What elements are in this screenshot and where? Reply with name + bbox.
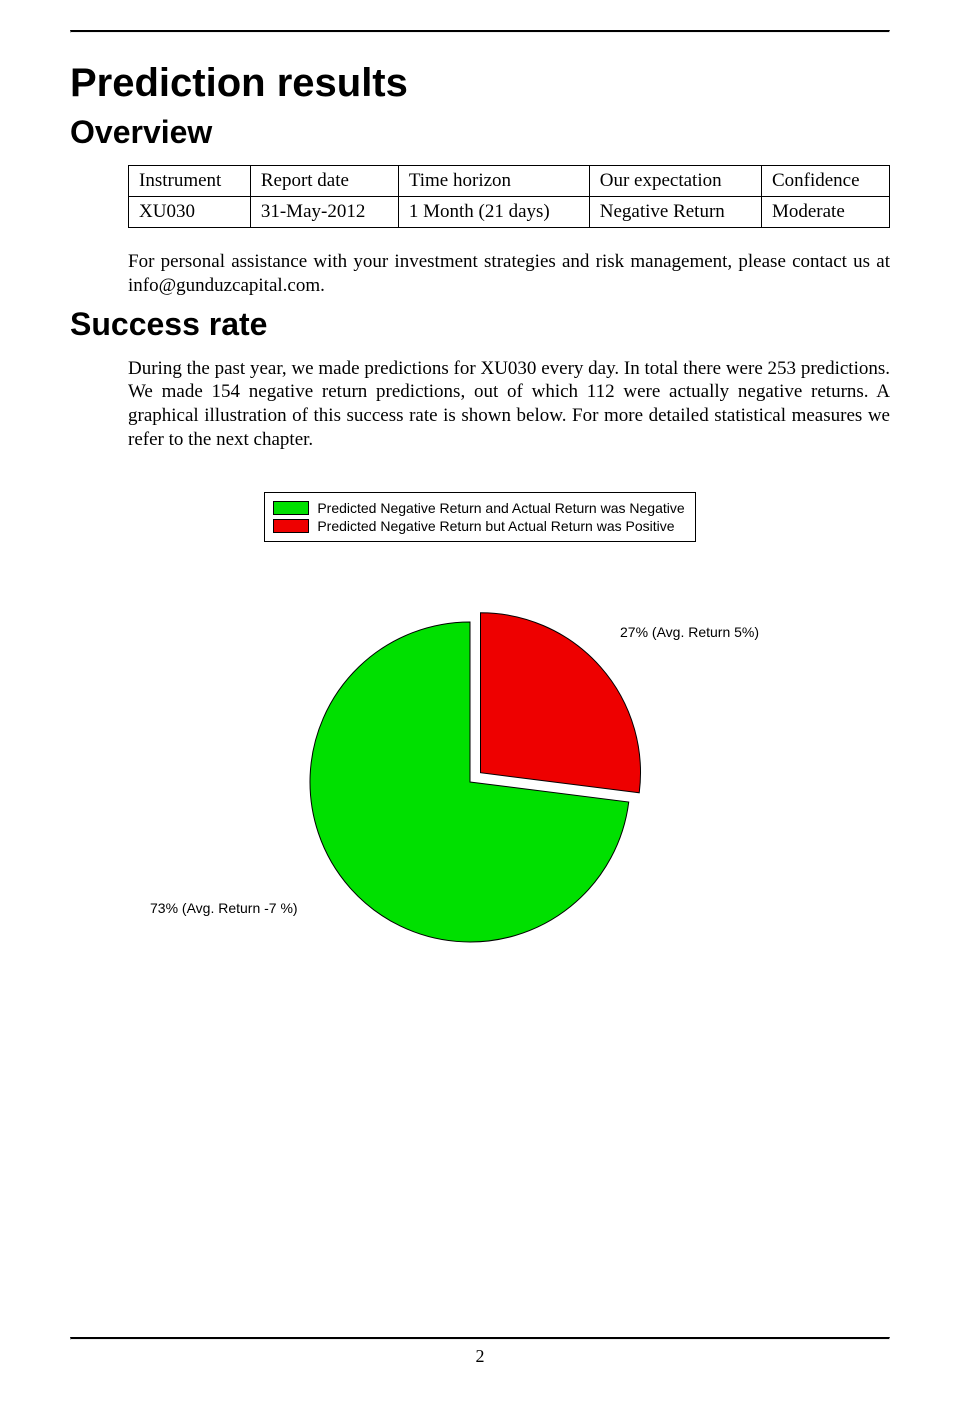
bottom-rule [70, 1337, 890, 1340]
pie-chart: 27% (Avg. Return 5%) 73% (Avg. Return -7… [180, 562, 780, 982]
legend-label: Predicted Negative Return but Actual Ret… [317, 518, 674, 534]
legend-swatch-red [273, 519, 309, 533]
pie-label-green: 73% (Avg. Return -7 %) [150, 900, 298, 916]
pie-svg [280, 592, 660, 972]
th-confidence: Confidence [761, 166, 889, 197]
pie-label-red: 27% (Avg. Return 5%) [620, 624, 759, 640]
page-title: Prediction results [70, 61, 890, 106]
page-number: 2 [70, 1346, 890, 1367]
td-horizon: 1 Month (21 days) [398, 197, 589, 228]
td-confidence: Moderate [761, 197, 889, 228]
td-expectation: Negative Return [589, 197, 761, 228]
chart-legend: Predicted Negative Return and Actual Ret… [264, 492, 695, 542]
table-header-row: Instrument Report date Time horizon Our … [129, 166, 890, 197]
section-success-rate: Success rate [70, 306, 890, 343]
legend-item: Predicted Negative Return but Actual Ret… [273, 517, 684, 535]
section-overview: Overview [70, 114, 890, 151]
success-paragraph: During the past year, we made prediction… [128, 357, 890, 452]
td-report-date: 31-May-2012 [250, 197, 398, 228]
top-rule [70, 30, 890, 33]
summary-table: Instrument Report date Time horizon Our … [128, 165, 890, 228]
th-horizon: Time horizon [398, 166, 589, 197]
th-expectation: Our expectation [589, 166, 761, 197]
th-instrument: Instrument [129, 166, 251, 197]
legend-label: Predicted Negative Return and Actual Ret… [317, 500, 684, 516]
contact-paragraph: For personal assistance with your invest… [128, 250, 890, 298]
legend-swatch-green [273, 501, 309, 515]
th-report-date: Report date [250, 166, 398, 197]
td-instrument: XU030 [129, 197, 251, 228]
legend-item: Predicted Negative Return and Actual Ret… [273, 499, 684, 517]
table-row: XU030 31-May-2012 1 Month (21 days) Nega… [129, 197, 890, 228]
